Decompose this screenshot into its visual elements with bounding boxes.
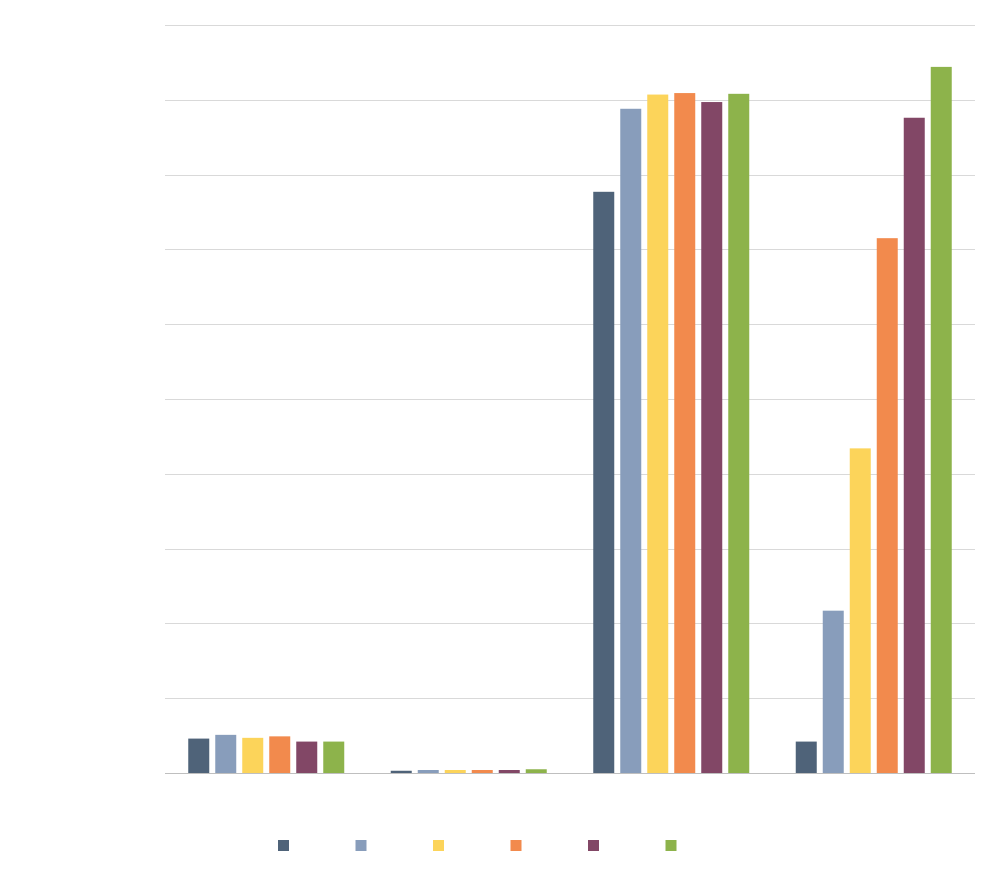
- bar-series-6-category-1: [323, 741, 345, 773]
- legend-swatch-series-5: [588, 840, 599, 851]
- legend-swatch-series-4: [510, 840, 522, 851]
- bar-series-3-category-4: [849, 448, 871, 773]
- bar-series-1-category-2: [390, 770, 412, 773]
- bar-series-2-category-4: [822, 610, 844, 773]
- legend-swatch-series-3: [433, 840, 444, 851]
- bar-series-2-category-3: [620, 108, 642, 773]
- bar-series-1-category-3: [593, 191, 615, 774]
- bar-series-4-category-3: [674, 93, 696, 773]
- bar-series-1-category-4: [795, 741, 817, 773]
- bar-series-3-category-3: [647, 94, 669, 773]
- bar-series-6-category-3: [728, 93, 750, 773]
- bar-series-1-category-1: [188, 738, 210, 773]
- legend: [278, 840, 677, 851]
- bar-series-6-category-2: [525, 769, 547, 773]
- bar-series-6-category-4: [930, 66, 952, 773]
- bar-series-5-category-1: [296, 741, 318, 773]
- bars: [188, 66, 952, 774]
- bar-series-5-category-2: [498, 770, 520, 773]
- legend-swatch-series-2: [355, 840, 367, 851]
- bar-series-3-category-1: [242, 737, 264, 773]
- bar-series-2-category-1: [215, 734, 237, 773]
- bar-series-4-category-4: [876, 238, 898, 773]
- legend-swatch-series-1: [278, 840, 289, 851]
- bar-series-3-category-2: [444, 770, 466, 773]
- legend-swatch-series-6: [665, 840, 677, 851]
- bar-series-2-category-2: [417, 770, 439, 773]
- bar-series-4-category-1: [269, 736, 291, 773]
- bar-series-5-category-3: [701, 102, 723, 774]
- bar-series-5-category-4: [903, 117, 925, 773]
- bar-series-4-category-2: [471, 770, 493, 773]
- gridlines: [165, 25, 975, 699]
